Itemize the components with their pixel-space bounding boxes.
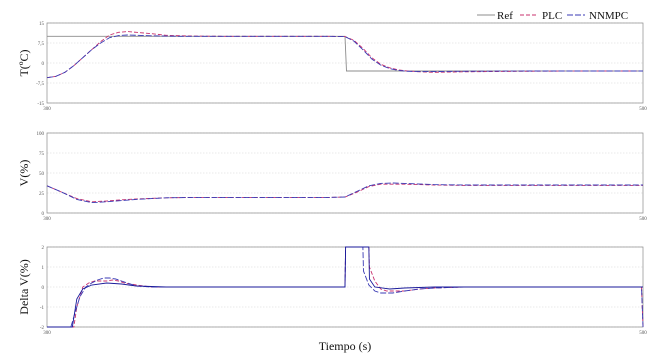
- y-tick-label: -7,5: [36, 82, 44, 87]
- x-tick-label: 300: [43, 331, 51, 336]
- y-tick-label: 2: [42, 246, 45, 251]
- plot-frame: [46, 132, 644, 214]
- series-line-nnmpc: [46, 34, 643, 79]
- legend-label-nnmpc: NNMPC: [589, 10, 628, 22]
- legend-label-ref: Ref: [497, 10, 513, 22]
- y-tick-label: 50: [39, 172, 45, 177]
- x-tick-label: 500: [639, 217, 647, 222]
- y-tick-label: 100: [37, 132, 45, 137]
- y-tick-label: 0: [42, 62, 45, 67]
- x-tick-label: 500: [639, 331, 647, 336]
- y-axis-label: V(%): [17, 160, 31, 187]
- x-axis-label: Tiempo (s): [319, 339, 372, 353]
- series-line-ref: [47, 35, 643, 72]
- x-tick-label: 500: [639, 107, 647, 112]
- y-tick-label: 1: [42, 266, 45, 271]
- x-tick-label: 300: [43, 217, 51, 222]
- y-tick-label: 7,5: [38, 42, 45, 47]
- y-tick-label: 0: [42, 212, 45, 217]
- y-tick-label: 25: [39, 192, 45, 197]
- y-tick-label: 15: [39, 22, 45, 27]
- plot-frame: [46, 22, 644, 104]
- y-tick-label: 75: [39, 152, 45, 157]
- series-line-3: [47, 246, 643, 328]
- legend-label-plc: PLC: [542, 10, 562, 22]
- series-line-nnmpc: [46, 182, 643, 204]
- x-tick-label: 300: [43, 107, 51, 112]
- y-tick-label: -15: [37, 102, 44, 107]
- y-tick-label: -1: [40, 306, 45, 311]
- y-tick-label: -2: [40, 326, 45, 331]
- y-tick-label: 0: [42, 286, 45, 291]
- legend: Ref PLC NNMPC: [477, 10, 628, 22]
- y-axis-label: Delta V(%): [17, 259, 31, 314]
- y-axis-label: T(ºC): [17, 49, 31, 76]
